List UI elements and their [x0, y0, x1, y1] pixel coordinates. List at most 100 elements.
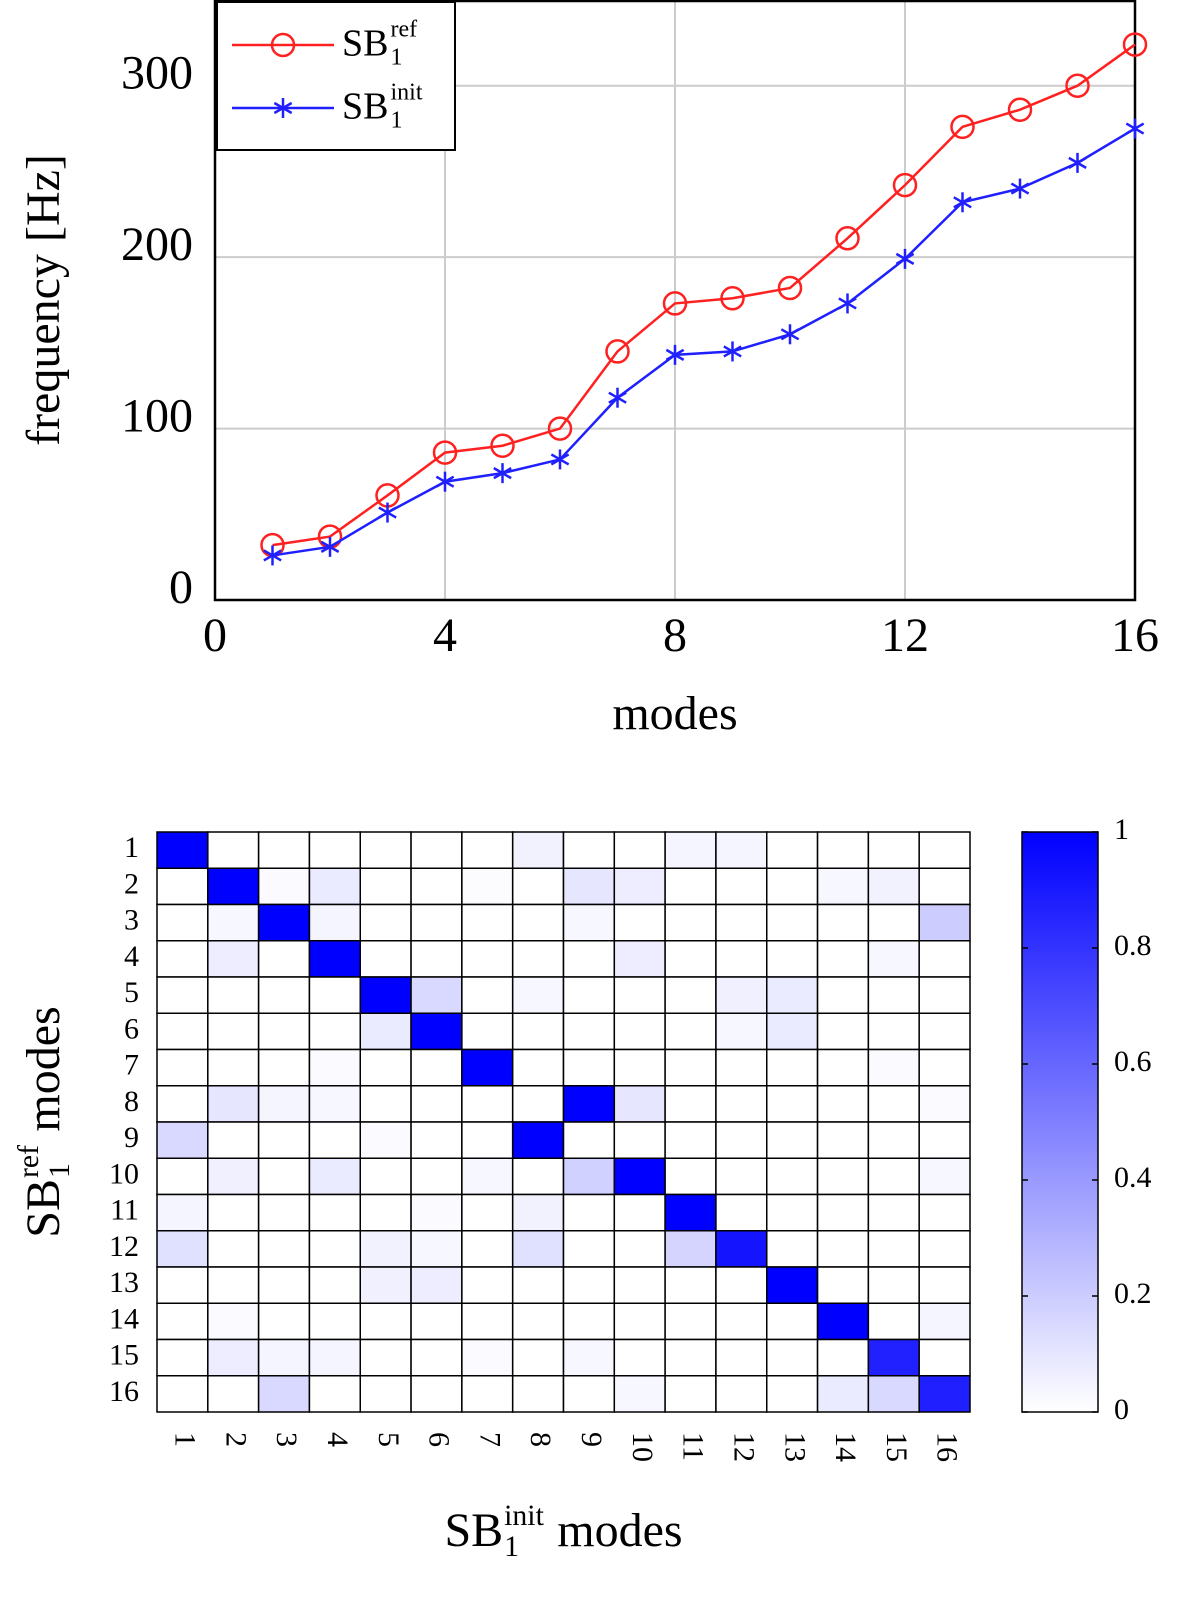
heatmap-cell	[156, 1048, 209, 1087]
heatmap-cell	[613, 1012, 666, 1051]
heatmap-cell	[207, 903, 260, 942]
y-tick-label: 15	[109, 1339, 139, 1372]
heatmap-cell	[207, 976, 260, 1014]
heatmap-cell	[867, 1266, 920, 1304]
heatmap-cell	[664, 1121, 717, 1159]
heatmap-cell	[511, 903, 565, 942]
legend-label-sub: 1	[390, 108, 402, 134]
label-main: SB	[444, 1504, 503, 1557]
heatmap-cell	[511, 1338, 565, 1377]
label-sub: 1	[504, 1530, 519, 1563]
heatmap-cell	[156, 1157, 209, 1196]
marker	[432, 440, 458, 465]
heatmap-cell	[613, 1048, 666, 1087]
colorbar-tick-label: 0.8	[1114, 929, 1152, 962]
heatmap-cell	[715, 903, 768, 942]
heatmap-cell	[308, 1375, 361, 1413]
marker	[1122, 32, 1148, 57]
heatmap-cell	[867, 1121, 920, 1159]
marker	[1125, 118, 1145, 139]
heatmap-cell	[613, 1230, 666, 1268]
heatmap-cell	[461, 1121, 514, 1159]
heatmap-cell	[562, 1012, 616, 1051]
heatmap-cell	[257, 1230, 311, 1268]
heatmap-cell	[766, 831, 819, 869]
heatmap-cell	[918, 1157, 971, 1196]
marker-spoke	[378, 506, 397, 519]
y-tick-label: 9	[124, 1121, 139, 1154]
heatmap-cell	[461, 1193, 514, 1232]
heatmap-cell	[816, 1012, 870, 1051]
heatmap-cell	[867, 1012, 920, 1051]
marker	[547, 416, 573, 441]
marker	[605, 339, 630, 364]
heatmap-cell	[766, 1302, 819, 1341]
heatmap-cell	[867, 940, 920, 978]
heatmap-cell	[715, 1193, 768, 1232]
heatmap-cell	[207, 1157, 260, 1196]
heatmap-cell	[308, 903, 361, 942]
legend-label-sup: ref	[390, 17, 417, 43]
x-tick-label: 13	[778, 1432, 811, 1462]
marker-spoke	[263, 549, 282, 562]
marker	[838, 293, 857, 314]
heatmap-cell	[766, 1012, 819, 1051]
heatmap-cell	[562, 1375, 616, 1413]
heatmap-cell	[816, 1375, 870, 1413]
heatmap-cell	[766, 1375, 819, 1413]
heatmap-cell	[511, 976, 565, 1014]
heatmap-cell	[562, 1338, 616, 1377]
heatmap-cell	[461, 1157, 514, 1196]
heatmap-cell	[511, 867, 565, 906]
heatmap-cell	[257, 831, 311, 869]
y-tick-label: 4	[124, 940, 139, 973]
heatmap-cell	[562, 1302, 616, 1341]
heatmap-cell	[613, 1375, 666, 1413]
colorbar-tick-label: 0	[1114, 1393, 1129, 1426]
heatmap-cell	[359, 1121, 412, 1159]
x-tick-label: 14	[829, 1432, 862, 1462]
marker-spoke	[780, 328, 800, 341]
heatmap-cell	[918, 1338, 971, 1377]
x-tick-label: 12	[881, 609, 929, 662]
heatmap-cell	[156, 1302, 209, 1341]
marker	[1065, 73, 1090, 98]
marker-spoke	[838, 297, 857, 310]
heatmap-cell	[461, 976, 514, 1014]
heatmap-cell	[156, 1012, 209, 1051]
heatmap-cell	[410, 1230, 463, 1268]
label-rest: modes	[557, 1504, 682, 1557]
x-tick-label: 16	[931, 1432, 964, 1462]
heatmap-cell	[664, 831, 717, 869]
heatmap-cell	[715, 1048, 768, 1087]
heatmap-cell	[308, 1338, 361, 1377]
heatmap-cell	[156, 1266, 209, 1304]
heatmap-cell	[359, 1375, 412, 1413]
heatmap-cell	[715, 867, 768, 906]
x-tick-label: 16	[1111, 609, 1159, 662]
marker-spoke	[435, 475, 455, 488]
heatmap-cell	[156, 831, 209, 869]
heatmap-cell	[816, 1230, 870, 1268]
y-tick-label: 12	[109, 1230, 139, 1263]
legend-box	[216, 1, 456, 151]
legend-label: SB	[342, 23, 388, 65]
marker	[493, 463, 512, 484]
heatmap-cell	[257, 1193, 311, 1232]
heatmap-cell	[308, 1193, 361, 1232]
heatmap-cell	[867, 1375, 920, 1413]
heatmap-cell	[715, 1121, 768, 1159]
legend-label-sup: init	[390, 80, 422, 106]
marker	[263, 545, 282, 566]
heatmap-cell	[308, 1085, 361, 1123]
heatmap-cell	[715, 940, 768, 978]
heatmap-cell	[918, 1230, 971, 1268]
y-tick-label: 14	[109, 1302, 139, 1335]
heatmap-cell	[359, 1048, 412, 1087]
marker	[435, 471, 455, 492]
y-tick-label: 8	[124, 1085, 139, 1118]
heatmap-cell	[511, 1375, 565, 1413]
heatmap-cell	[461, 1085, 514, 1123]
heatmap-cell	[156, 1085, 209, 1123]
series-line	[272, 43, 1136, 547]
